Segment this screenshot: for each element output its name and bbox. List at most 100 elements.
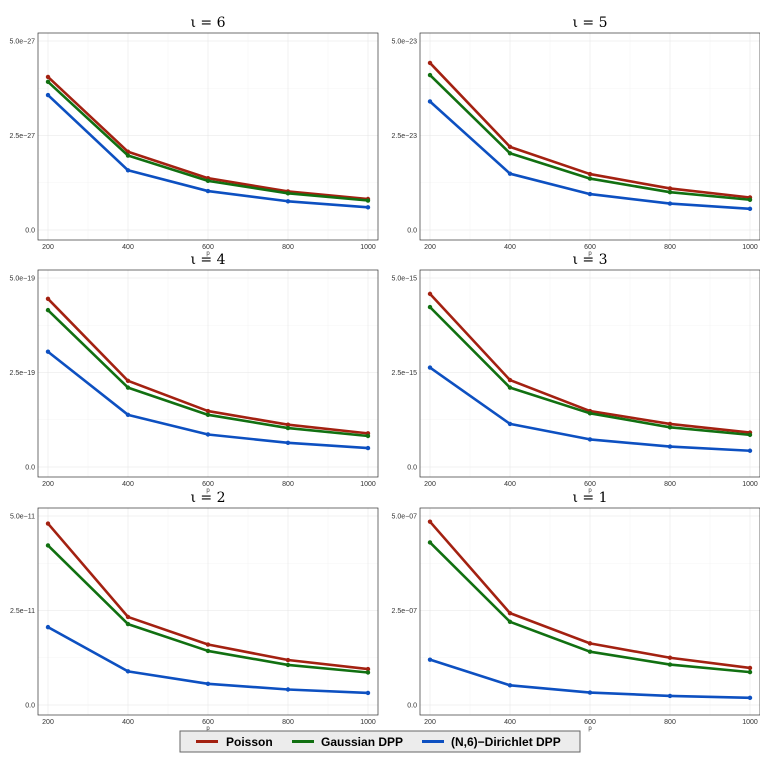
data-point-poisson xyxy=(427,60,433,66)
data-point-gaussian-dpp xyxy=(587,649,593,654)
x-tick-label: 600 xyxy=(202,481,214,488)
y-tick-label: 5.0e−07 xyxy=(392,514,418,521)
data-point-poisson xyxy=(507,377,513,383)
y-tick-label: 5.0e−23 xyxy=(392,39,418,46)
data-point-n-6-dirichlet-dpp xyxy=(667,693,673,699)
x-tick-label: 800 xyxy=(282,719,294,726)
panel-title: ι = 6 xyxy=(190,15,225,31)
x-tick-label: 1000 xyxy=(360,244,376,251)
panel-title: ι = 5 xyxy=(572,15,607,31)
data-point-gaussian-dpp xyxy=(285,425,291,431)
data-point-n-6-dirichlet-dpp xyxy=(365,690,371,696)
data-point-gaussian-dpp xyxy=(125,385,131,390)
x-axis-label: p xyxy=(206,488,210,494)
panel-2: ι = 5 0.0 2.5e−23 5.0e−23 200 400 600 800 1000 p xyxy=(392,15,760,257)
data-point-poisson xyxy=(285,657,291,663)
data-point-gaussian-dpp xyxy=(747,669,753,675)
data-point-n-6-dirichlet-dpp xyxy=(365,445,371,451)
data-point-n-6-dirichlet-dpp xyxy=(587,690,593,695)
y-tick-label: 2.5e−07 xyxy=(392,608,418,615)
legend-label-gaussian-dpp: Gaussian DPP xyxy=(321,735,403,749)
data-point-gaussian-dpp xyxy=(507,619,513,625)
data-point-poisson xyxy=(205,408,211,414)
data-point-gaussian-dpp xyxy=(747,432,753,438)
x-tick-label: 400 xyxy=(122,481,134,488)
data-point-gaussian-dpp xyxy=(205,178,211,184)
y-tick-label: 5.0e−27 xyxy=(10,39,36,46)
data-point-gaussian-dpp xyxy=(365,198,371,203)
data-point-poisson xyxy=(667,186,673,191)
data-point-n-6-dirichlet-dpp xyxy=(747,448,753,453)
y-tick-label: 0.0 xyxy=(407,465,417,472)
data-point-n-6-dirichlet-dpp xyxy=(667,444,673,449)
y-tick-label: 0.0 xyxy=(25,703,35,710)
x-tick-label: 1000 xyxy=(742,244,758,251)
data-point-gaussian-dpp xyxy=(285,191,291,196)
panel-5: ι = 2 0.0 2.5e−11 5.0e−11 200 400 600 800 1000 p xyxy=(10,490,379,732)
data-point-poisson xyxy=(205,642,211,647)
data-point-n-6-dirichlet-dpp xyxy=(427,365,433,370)
x-tick-label: 200 xyxy=(42,719,54,726)
y-tick-label: 2.5e−19 xyxy=(10,370,36,377)
data-point-n-6-dirichlet-dpp xyxy=(125,412,131,418)
data-point-n-6-dirichlet-dpp xyxy=(125,168,131,173)
data-point-poisson xyxy=(507,144,513,150)
data-point-gaussian-dpp xyxy=(667,662,673,667)
panel-title: ι = 1 xyxy=(572,490,607,506)
y-tick-label: 0.0 xyxy=(25,228,35,235)
x-tick-label: 400 xyxy=(504,244,516,251)
x-tick-label: 400 xyxy=(122,244,134,251)
legend: Poisson Gaussian DPP (N,6)−Dirichlet DPP xyxy=(179,730,581,753)
legend-box xyxy=(179,730,581,753)
y-tick-label: 0.0 xyxy=(407,228,417,235)
data-point-gaussian-dpp xyxy=(365,433,371,439)
panel-frame xyxy=(37,269,379,478)
data-point-poisson xyxy=(427,291,433,297)
y-tick-label: 0.0 xyxy=(25,465,35,472)
data-point-gaussian-dpp xyxy=(667,425,673,430)
x-tick-label: 800 xyxy=(664,481,676,488)
data-point-n-6-dirichlet-dpp xyxy=(747,206,753,212)
data-point-n-6-dirichlet-dpp xyxy=(507,171,513,176)
panel-frame xyxy=(37,32,379,241)
legend-label-poisson: Poisson xyxy=(226,735,273,749)
x-tick-label: 400 xyxy=(504,481,516,488)
panel-4: ι = 3 0.0 2.5e−15 5.0e−15 200 400 600 800 1000 p xyxy=(392,252,760,494)
x-tick-label: 600 xyxy=(202,244,214,251)
data-point-gaussian-dpp xyxy=(587,411,593,416)
data-point-poisson xyxy=(365,666,371,672)
panel-title: ι = 3 xyxy=(572,252,607,268)
data-point-gaussian-dpp xyxy=(507,385,513,390)
data-point-gaussian-dpp xyxy=(45,79,51,85)
data-point-n-6-dirichlet-dpp xyxy=(427,99,433,104)
data-point-gaussian-dpp xyxy=(45,543,51,548)
data-point-poisson xyxy=(125,378,131,384)
data-point-n-6-dirichlet-dpp xyxy=(285,440,291,446)
data-point-poisson xyxy=(667,655,673,660)
data-point-poisson xyxy=(125,614,131,620)
x-tick-label: 600 xyxy=(584,719,596,726)
data-point-poisson xyxy=(285,422,291,427)
y-tick-label: 5.0e−11 xyxy=(10,514,35,521)
data-point-poisson xyxy=(45,521,51,526)
data-point-n-6-dirichlet-dpp xyxy=(507,683,513,688)
data-point-n-6-dirichlet-dpp xyxy=(285,199,291,204)
data-point-gaussian-dpp xyxy=(747,197,753,202)
y-tick-label: 2.5e−11 xyxy=(10,608,35,615)
x-tick-label: 400 xyxy=(504,719,516,726)
panel-frame xyxy=(419,269,760,478)
panel-frame xyxy=(37,507,379,716)
panel-frame xyxy=(419,507,760,716)
data-point-gaussian-dpp xyxy=(45,307,51,313)
x-tick-label: 800 xyxy=(664,244,676,251)
data-point-n-6-dirichlet-dpp xyxy=(205,432,211,437)
data-point-poisson xyxy=(587,641,593,646)
panel-6: ι = 1 0.0 2.5e−07 5.0e−07 200 400 600 800 1000 p xyxy=(392,490,760,732)
x-tick-label: 1000 xyxy=(360,481,376,488)
y-tick-label: 5.0e−15 xyxy=(392,276,418,283)
panel-3: ι = 4 0.0 2.5e−19 5.0e−19 200 400 600 800 1000 p xyxy=(10,252,379,494)
data-point-gaussian-dpp xyxy=(205,648,211,654)
data-point-n-6-dirichlet-dpp xyxy=(285,687,291,692)
